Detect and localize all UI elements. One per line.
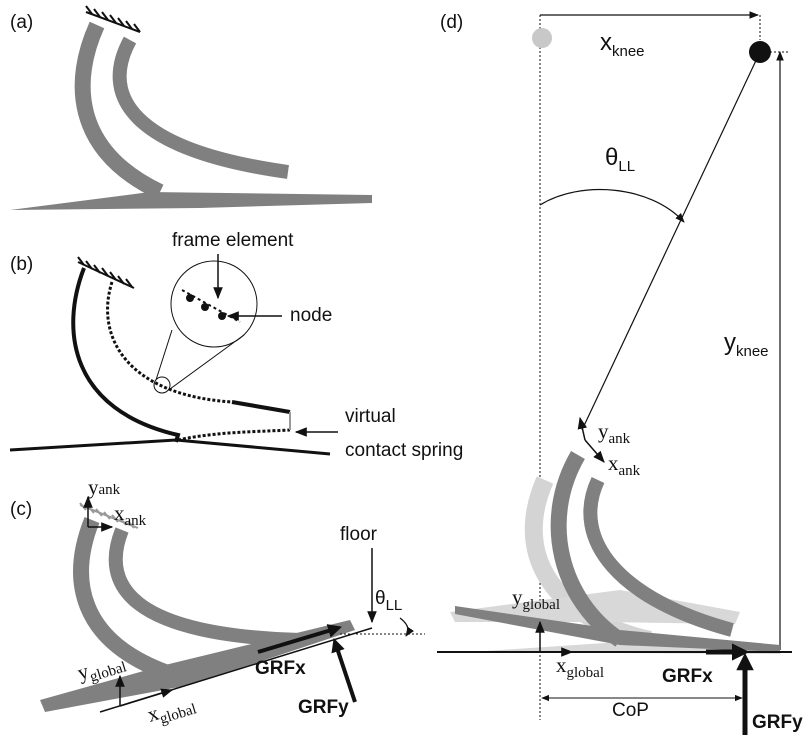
- panel-label: (a): [10, 12, 33, 33]
- panel-b-shape: [10, 440, 330, 454]
- subscript: global: [523, 597, 561, 613]
- axis-label: xknee: [600, 29, 645, 60]
- subscript: global: [567, 665, 605, 681]
- panel-c-shape: [116, 530, 300, 640]
- subscript: ank: [99, 482, 121, 498]
- panel-b-shape: [186, 294, 194, 302]
- subscript: LL: [386, 597, 403, 614]
- symbol: θ: [605, 144, 618, 171]
- panel-b-shape-shape: [78, 257, 132, 287]
- figure: (a) (b) frame element node virtual conta…: [0, 0, 808, 740]
- panel-c: (c) yank xank yglobal xglobal floor θLL …: [10, 475, 425, 731]
- force-label: GRFx: [255, 658, 306, 679]
- panel-d-shape: [580, 418, 585, 440]
- panel-a-shape: [10, 192, 372, 210]
- panel-d-shape: [532, 28, 552, 48]
- subscript: ank: [619, 463, 641, 479]
- panel-b-shape: [178, 430, 290, 440]
- symbol: θ: [375, 588, 386, 609]
- axis-label: yank: [598, 419, 631, 447]
- symbol: y: [724, 329, 736, 356]
- panel-c-shape: [335, 642, 355, 702]
- panel-a-shape: [120, 40, 288, 172]
- panel-label: (d): [440, 12, 463, 33]
- symbol: x: [556, 653, 567, 677]
- symbol: x: [608, 451, 619, 475]
- subscript: knee: [612, 43, 645, 60]
- panel-b-shape: [218, 312, 226, 320]
- annotation: contact spring: [345, 440, 463, 461]
- symbol: y: [598, 419, 609, 443]
- panel-b: (b) frame element node virtual contact s…: [10, 230, 463, 461]
- axis-label: xank: [114, 501, 147, 529]
- panel-b-shape: [171, 261, 257, 347]
- dimension-label: CoP: [612, 700, 649, 721]
- panel-label: (c): [10, 499, 32, 520]
- panel-label: (b): [10, 254, 33, 275]
- panel-b-shape: [156, 330, 172, 380]
- panel-d-shape: [540, 190, 684, 222]
- panel-b-shape: [73, 268, 178, 442]
- symbol: y: [88, 475, 99, 499]
- annotation: node: [290, 305, 332, 326]
- angle-label: θLL: [605, 144, 635, 175]
- axis-label: xank: [608, 451, 641, 479]
- panel-d-shape: [582, 52, 760, 430]
- subscript: ank: [609, 431, 631, 447]
- panel-b-shape: [170, 335, 244, 389]
- angle-label: θLL: [375, 588, 402, 614]
- panel-b-shape: [201, 303, 209, 311]
- axis-label: yank: [88, 475, 121, 499]
- symbol: x: [600, 29, 612, 56]
- force-label: GRFy: [752, 712, 803, 733]
- symbol: y: [512, 585, 523, 609]
- panel-b-shape: [78, 257, 134, 288]
- panel-c-shape: [400, 618, 408, 636]
- annotation: virtual: [345, 406, 396, 427]
- panel-a: (a): [10, 6, 372, 210]
- force-label: GRFy: [298, 697, 349, 718]
- annotation: frame element: [172, 230, 294, 251]
- subscript: knee: [736, 343, 769, 360]
- axis-label: yknee: [724, 329, 769, 360]
- panel-d-shape: [585, 440, 604, 462]
- symbol: x: [114, 501, 125, 525]
- subscript: global: [158, 701, 199, 727]
- subscript: ank: [125, 513, 147, 529]
- force-label: GRFx: [662, 666, 713, 687]
- subscript: LL: [618, 158, 635, 175]
- annotation: floor: [340, 524, 378, 545]
- axis-label: xglobal: [556, 653, 604, 681]
- page: {"panels": { "a": {"label": "(a)"}, "b":…: [0, 0, 808, 740]
- panel-d: (d) xknee yknee θLL yank xank yglobal xg…: [437, 12, 803, 735]
- panel-b-shape: [232, 402, 290, 412]
